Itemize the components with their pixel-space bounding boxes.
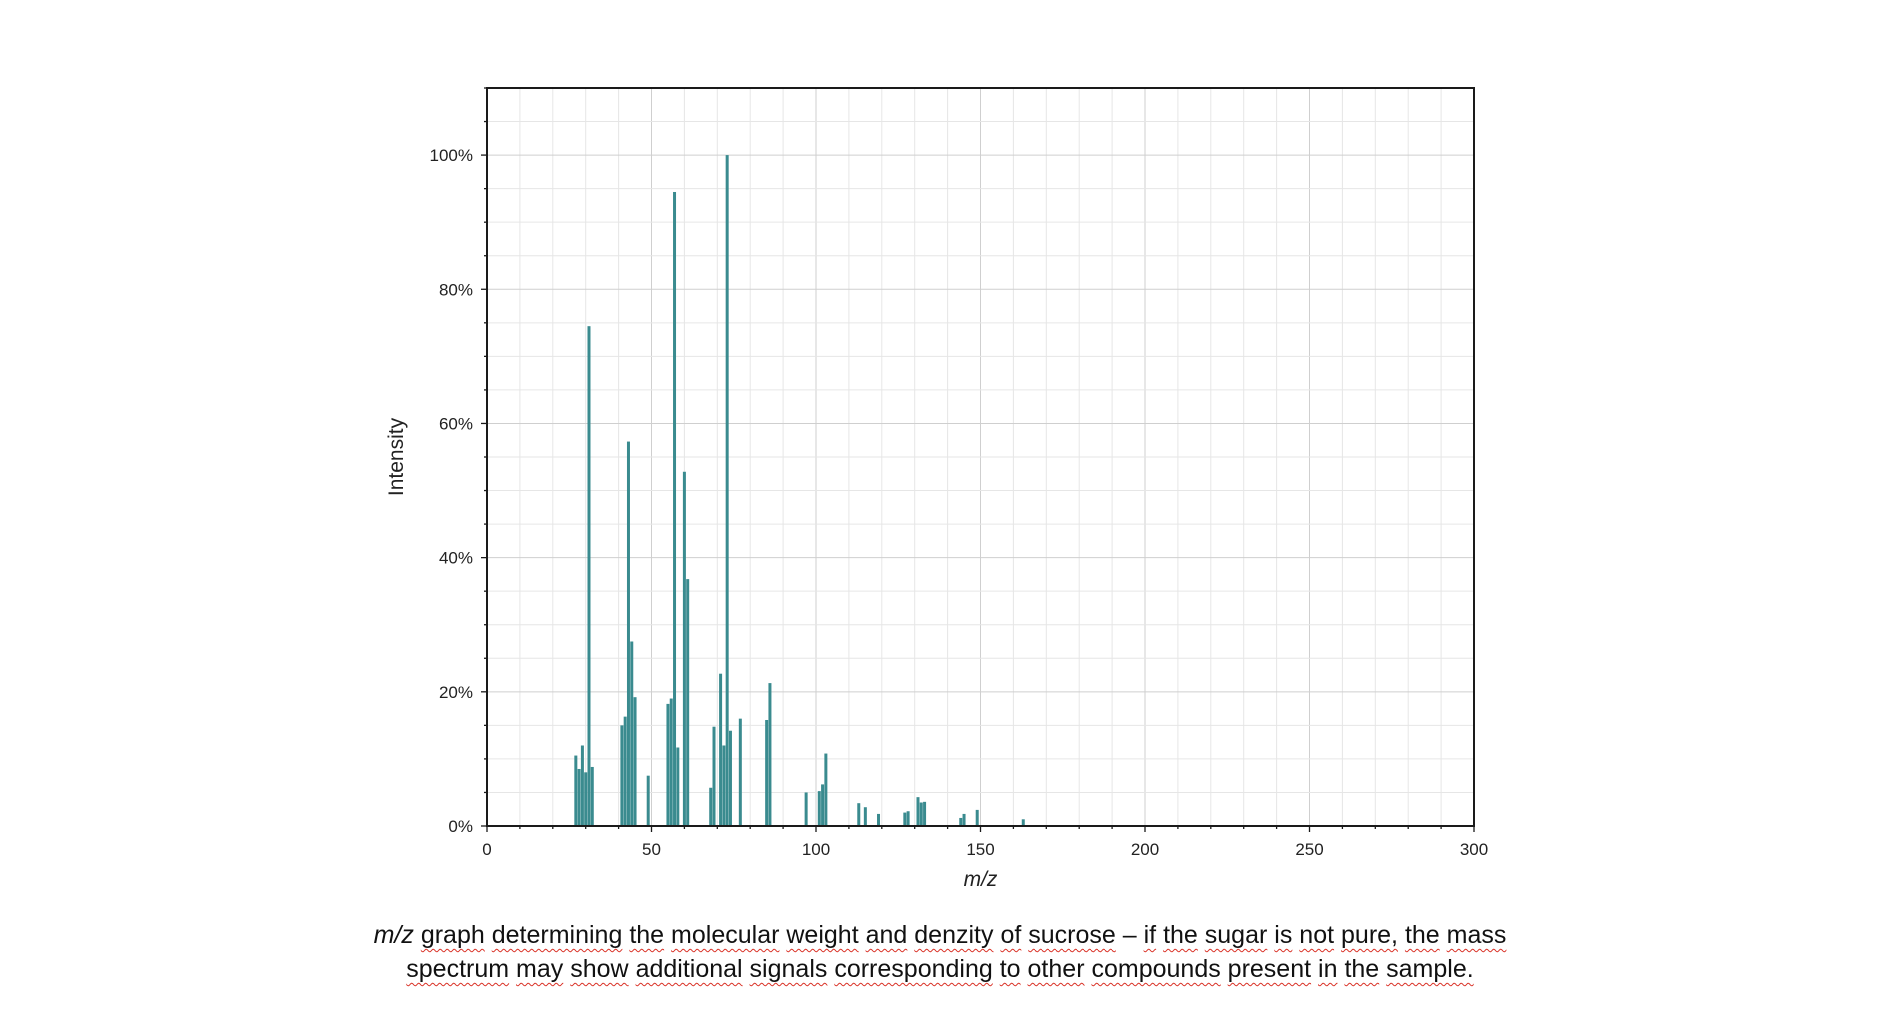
caption-word: sugar [1204, 921, 1268, 949]
spectrum-bar [923, 801, 927, 826]
spectrum-bar [975, 809, 979, 826]
spectrum-bar [574, 755, 578, 826]
caption-word: if [1143, 921, 1157, 949]
caption-word: pure, [1341, 921, 1398, 949]
spectrum-bars [574, 155, 1025, 826]
caption-word: to [999, 955, 1021, 983]
spectrum-bar [725, 155, 729, 826]
x-tick-label: 0 [482, 840, 491, 859]
spectrum-bar [728, 730, 732, 826]
spectrum-bar [577, 768, 581, 826]
caption-word: other [1027, 955, 1085, 983]
x-tick-label: 50 [642, 840, 661, 859]
caption-word: may [516, 955, 564, 983]
x-axis-label: m/z [964, 868, 998, 891]
spectrum-bar [676, 747, 680, 826]
spectrum-bar [959, 817, 963, 826]
spectrum-bar [1021, 819, 1025, 826]
x-tick-label: 250 [1295, 840, 1323, 859]
spectrum-bar [623, 716, 627, 826]
spectrum-bar [817, 791, 821, 826]
caption-word: weight [786, 921, 859, 949]
caption-word: present [1227, 955, 1312, 983]
caption-word: and [865, 921, 908, 949]
spectrum-bar [620, 725, 624, 826]
caption-word: in [1318, 955, 1338, 983]
spectrum-bar [821, 784, 825, 826]
caption-word: mass [1446, 921, 1507, 949]
spectrum-bar [587, 326, 591, 826]
spectrum-bar [686, 579, 690, 826]
spectrum-bar [719, 673, 723, 826]
x-tick-label: 200 [1131, 840, 1159, 859]
spectrum-bar [804, 792, 808, 826]
caption-word: not [1299, 921, 1335, 949]
spectrum-bar [666, 703, 670, 826]
spectrum-bar [709, 787, 713, 826]
spectrum-bar [633, 697, 637, 826]
spectrum-bar [863, 807, 867, 826]
caption-word: is [1274, 921, 1293, 949]
spectrum-bar [765, 719, 769, 826]
axis-ticks: 0 50 100 150 200 250 300 0% 20% 40% 60% 80% 100% [430, 87, 1488, 859]
x-tick-label: 100 [802, 840, 830, 859]
caption-word: – [1122, 921, 1137, 949]
caption-line-2: spectrum may show additional signals cor… [0, 952, 1880, 986]
caption-word: the [1404, 921, 1440, 949]
spectrum-bar [962, 813, 966, 826]
caption-word: molecular [671, 921, 780, 949]
y-tick-label: 100% [430, 146, 473, 165]
spectrum-bar [682, 471, 686, 826]
x-tick-label: 300 [1460, 840, 1488, 859]
spectrum-bar [646, 775, 650, 826]
spectrum-bar [590, 766, 594, 826]
caption-word: graph [420, 921, 485, 949]
caption-line-1: m/z graph determining the molecular weig… [0, 918, 1880, 952]
grid-lines [487, 88, 1474, 826]
caption-word: the [1344, 955, 1380, 983]
caption-word: determining [491, 921, 623, 949]
spectrum-bar [906, 811, 910, 826]
caption-word: show [570, 955, 629, 983]
caption-word: sample. [1386, 955, 1474, 983]
spectrum-bar [738, 718, 742, 826]
caption-mz: m/z [373, 921, 414, 949]
y-axis-label: Intensity [385, 417, 408, 496]
spectrum-bar [824, 753, 828, 826]
mass-spectrum-chart: 0 50 100 150 200 250 300 0% 20% 40% 60% 80% 100% m/z… [385, 87, 1488, 891]
caption-word: signals [749, 955, 828, 983]
spectrum-bar [669, 698, 673, 826]
spectrum-bar [916, 797, 920, 826]
y-tick-label: 80% [439, 280, 473, 299]
caption-word: corresponding [834, 955, 993, 983]
x-tick-label: 150 [966, 840, 994, 859]
caption-word: the [1163, 921, 1198, 949]
spectrum-bar [712, 726, 716, 826]
y-tick-label: 20% [439, 683, 473, 702]
spectrum-bar [630, 641, 634, 826]
caption-word: additional [635, 955, 743, 983]
spectrum-bar [580, 745, 584, 826]
spectrum-bar [877, 813, 881, 826]
figure-caption: m/z graph determining the molecular weig… [0, 918, 1880, 986]
y-tick-label: 60% [439, 414, 473, 433]
caption-word: denzity [914, 921, 994, 949]
spectrum-bar [673, 191, 677, 826]
spectrum-bar [626, 441, 630, 826]
caption-word: the [629, 921, 665, 949]
spectrum-bar [768, 683, 772, 826]
spectrum-bar [857, 803, 861, 826]
spectrum-bar [584, 772, 588, 826]
caption-word: compounds [1091, 955, 1221, 983]
y-tick-label: 0% [448, 817, 473, 836]
caption-word: spectrum [406, 955, 510, 983]
y-tick-label: 40% [439, 549, 473, 568]
spectrum-bar [722, 745, 726, 826]
caption-word: sucrose [1028, 921, 1116, 949]
spectrum-bar [919, 802, 923, 826]
caption-word: of [1000, 921, 1022, 949]
spectrum-bar [903, 812, 907, 826]
